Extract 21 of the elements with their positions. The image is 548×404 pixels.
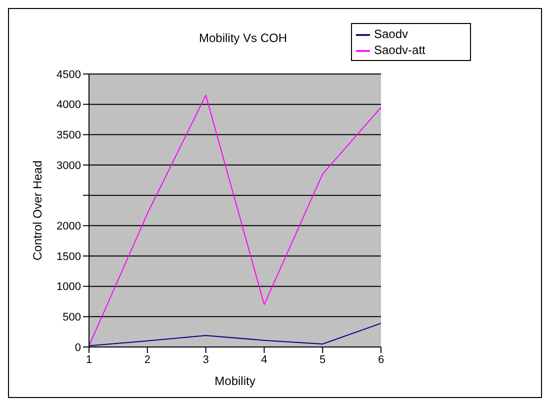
y-tick-label: 4000 bbox=[56, 99, 81, 112]
line-series bbox=[88, 322, 382, 346]
legend-label: Saodv-att bbox=[374, 43, 426, 57]
x-tick-label: 3 bbox=[202, 354, 209, 366]
x-axis-title: Mobility bbox=[214, 374, 256, 388]
x-tick-label: 2 bbox=[144, 354, 150, 366]
x-tick-label: 6 bbox=[378, 354, 384, 366]
y-tick-label: 0 bbox=[74, 342, 81, 354]
y-tick-label: 2000 bbox=[56, 220, 81, 233]
x-tick-label: 5 bbox=[320, 354, 326, 366]
x-tick-label: 4 bbox=[261, 354, 268, 366]
y-axis-title: Control Over Head bbox=[30, 160, 44, 261]
legend-label: Saodv bbox=[374, 27, 408, 41]
y-tick-label: 3500 bbox=[56, 130, 81, 142]
y-tick-label: 4500 bbox=[56, 68, 81, 81]
y-tick-label: 3000 bbox=[56, 160, 81, 172]
chart-title: Mobility Vs COH bbox=[199, 31, 288, 45]
y-tick-label: 1000 bbox=[56, 281, 81, 294]
x-tick-label: 1 bbox=[86, 354, 92, 366]
y-tick-label: 500 bbox=[62, 312, 81, 324]
y-tick-label: 1500 bbox=[56, 250, 81, 263]
